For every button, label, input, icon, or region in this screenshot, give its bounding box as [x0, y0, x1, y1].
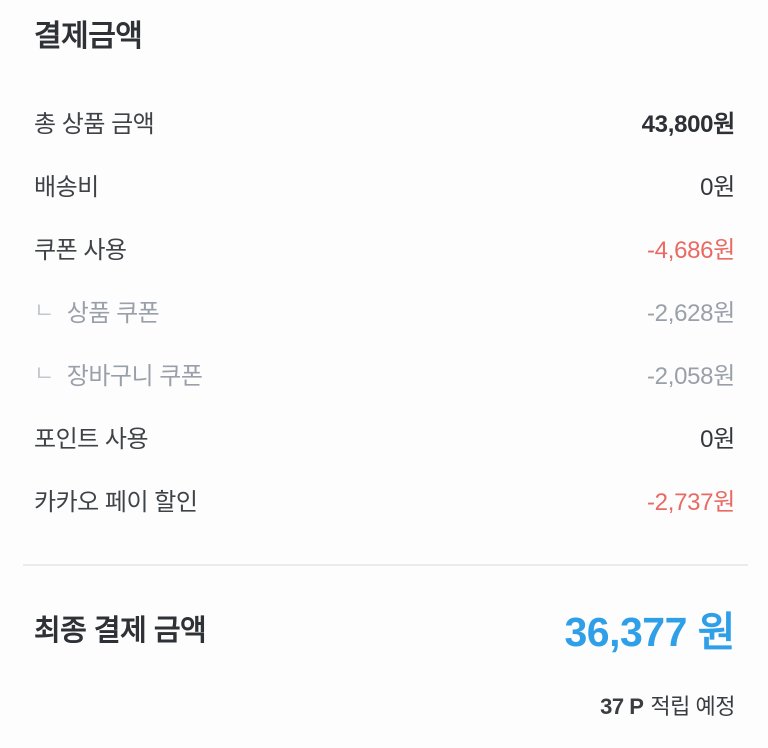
- points-earn-value: 37 P: [600, 694, 644, 719]
- row-product-coupon: ㄴ 상품 쿠폰 -2,628원: [34, 279, 735, 342]
- row-total-product-amount: 총 상품 금액 43,800원: [34, 90, 735, 153]
- section-divider: [23, 564, 748, 566]
- sub-item-label: 장바구니 쿠폰: [66, 363, 203, 390]
- final-amount-row: 최종 결제 금액 36,377 원: [34, 598, 735, 658]
- row-value: 0원: [700, 174, 735, 201]
- page-title: 결제금액: [34, 20, 143, 53]
- sub-item-marker-icon: ㄴ: [34, 360, 54, 386]
- row-value: -4,686원: [646, 237, 735, 264]
- row-coupon-used: 쿠폰 사용 -4,686원: [34, 216, 735, 279]
- final-amount-value: 36,377 원: [564, 609, 735, 655]
- row-label: ㄴ 장바구니 쿠폰: [34, 356, 203, 391]
- row-value: 43,800원: [641, 111, 736, 138]
- row-label: 총 상품 금액: [34, 111, 155, 138]
- sub-item-label: 상품 쿠폰: [66, 300, 160, 327]
- row-value: -2,058원: [646, 363, 735, 390]
- row-value: 0원: [700, 426, 735, 453]
- points-earn-row: 37 P 적립 예정: [34, 689, 735, 721]
- row-cart-coupon: ㄴ 장바구니 쿠폰 -2,058원: [34, 342, 735, 405]
- sub-item-marker-icon: ㄴ: [34, 297, 54, 323]
- row-label: 포인트 사용: [34, 426, 149, 453]
- payment-rows: 총 상품 금액 43,800원 배송비 0원 쿠폰 사용 -4,686원 ㄴ 상…: [34, 90, 735, 531]
- row-label: 카카오 페이 할인: [34, 489, 198, 516]
- row-points-used: 포인트 사용 0원: [34, 405, 735, 468]
- row-label: ㄴ 상품 쿠폰: [34, 293, 160, 328]
- row-shipping-fee: 배송비 0원: [34, 153, 735, 216]
- row-label: 쿠폰 사용: [34, 237, 127, 264]
- row-value: -2,628원: [646, 300, 735, 327]
- row-value: -2,737원: [646, 489, 735, 516]
- row-kakao-pay-discount: 카카오 페이 할인 -2,737원: [34, 468, 735, 531]
- final-amount-label: 최종 결제 금액: [34, 615, 207, 647]
- points-earn-label: 적립 예정: [650, 694, 735, 719]
- row-label: 배송비: [34, 174, 99, 201]
